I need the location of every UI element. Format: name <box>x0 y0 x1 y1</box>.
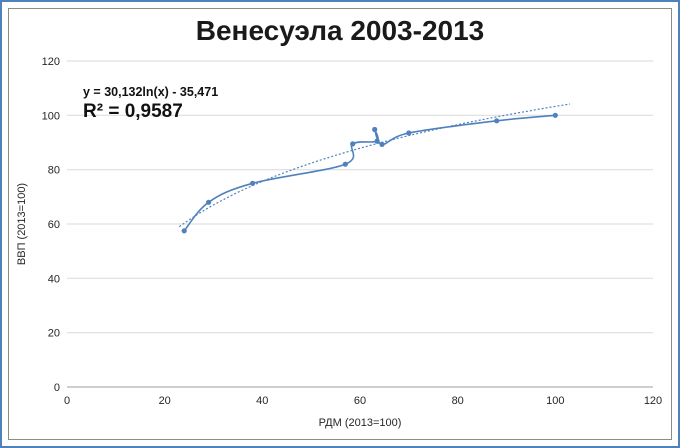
data-point-marker <box>379 141 385 147</box>
chart-title: Венесуэла 2003-2013 <box>195 15 485 46</box>
x-tick-label: 20 <box>159 395 171 407</box>
data-point-marker <box>372 126 378 133</box>
x-tick-label: 80 <box>452 395 464 407</box>
chart-frame: Венесуэла 2003-2013 0 20 40 60 80 100 120 0 20 40… <box>8 8 672 440</box>
trendline-equation-label: y = 30,132ln(x) - 35,471 <box>83 85 219 99</box>
y-tick-label: 120 <box>42 56 60 68</box>
y-tick-label: 80 <box>48 165 60 177</box>
data-point-marker <box>250 180 256 186</box>
data-point-marker <box>350 141 356 147</box>
x-axis-title: РДМ (2013=100) <box>319 417 402 429</box>
data-point-marker <box>181 228 187 234</box>
data-point-marker <box>342 161 348 167</box>
x-tick-label: 120 <box>644 395 662 407</box>
y-tick-label: 100 <box>42 110 60 122</box>
y-tick-label: 40 <box>48 273 60 285</box>
data-point-marker <box>206 199 212 205</box>
y-tick-label: 60 <box>48 219 60 231</box>
data-point-marker <box>494 118 500 124</box>
y-tick-label: 20 <box>48 328 60 340</box>
x-tick-label: 0 <box>64 395 70 407</box>
r-squared-label: R² = 0,9587 <box>83 101 183 122</box>
x-tick-label: 60 <box>354 395 366 407</box>
x-tick-label: 100 <box>546 395 564 407</box>
data-point-marker <box>406 130 412 136</box>
trendline <box>178 103 571 228</box>
y-tick-label: 0 <box>54 382 60 394</box>
y-axis-title: ВВП (2013=100) <box>16 183 28 265</box>
plot-area: 0 20 40 60 80 100 120 0 20 40 60 80 100 120 РДМ (2013=… <box>16 56 662 429</box>
data-point-marker <box>374 138 380 144</box>
series-line <box>183 114 556 232</box>
data-point-marker <box>552 112 558 118</box>
x-tick-label: 40 <box>256 395 268 407</box>
